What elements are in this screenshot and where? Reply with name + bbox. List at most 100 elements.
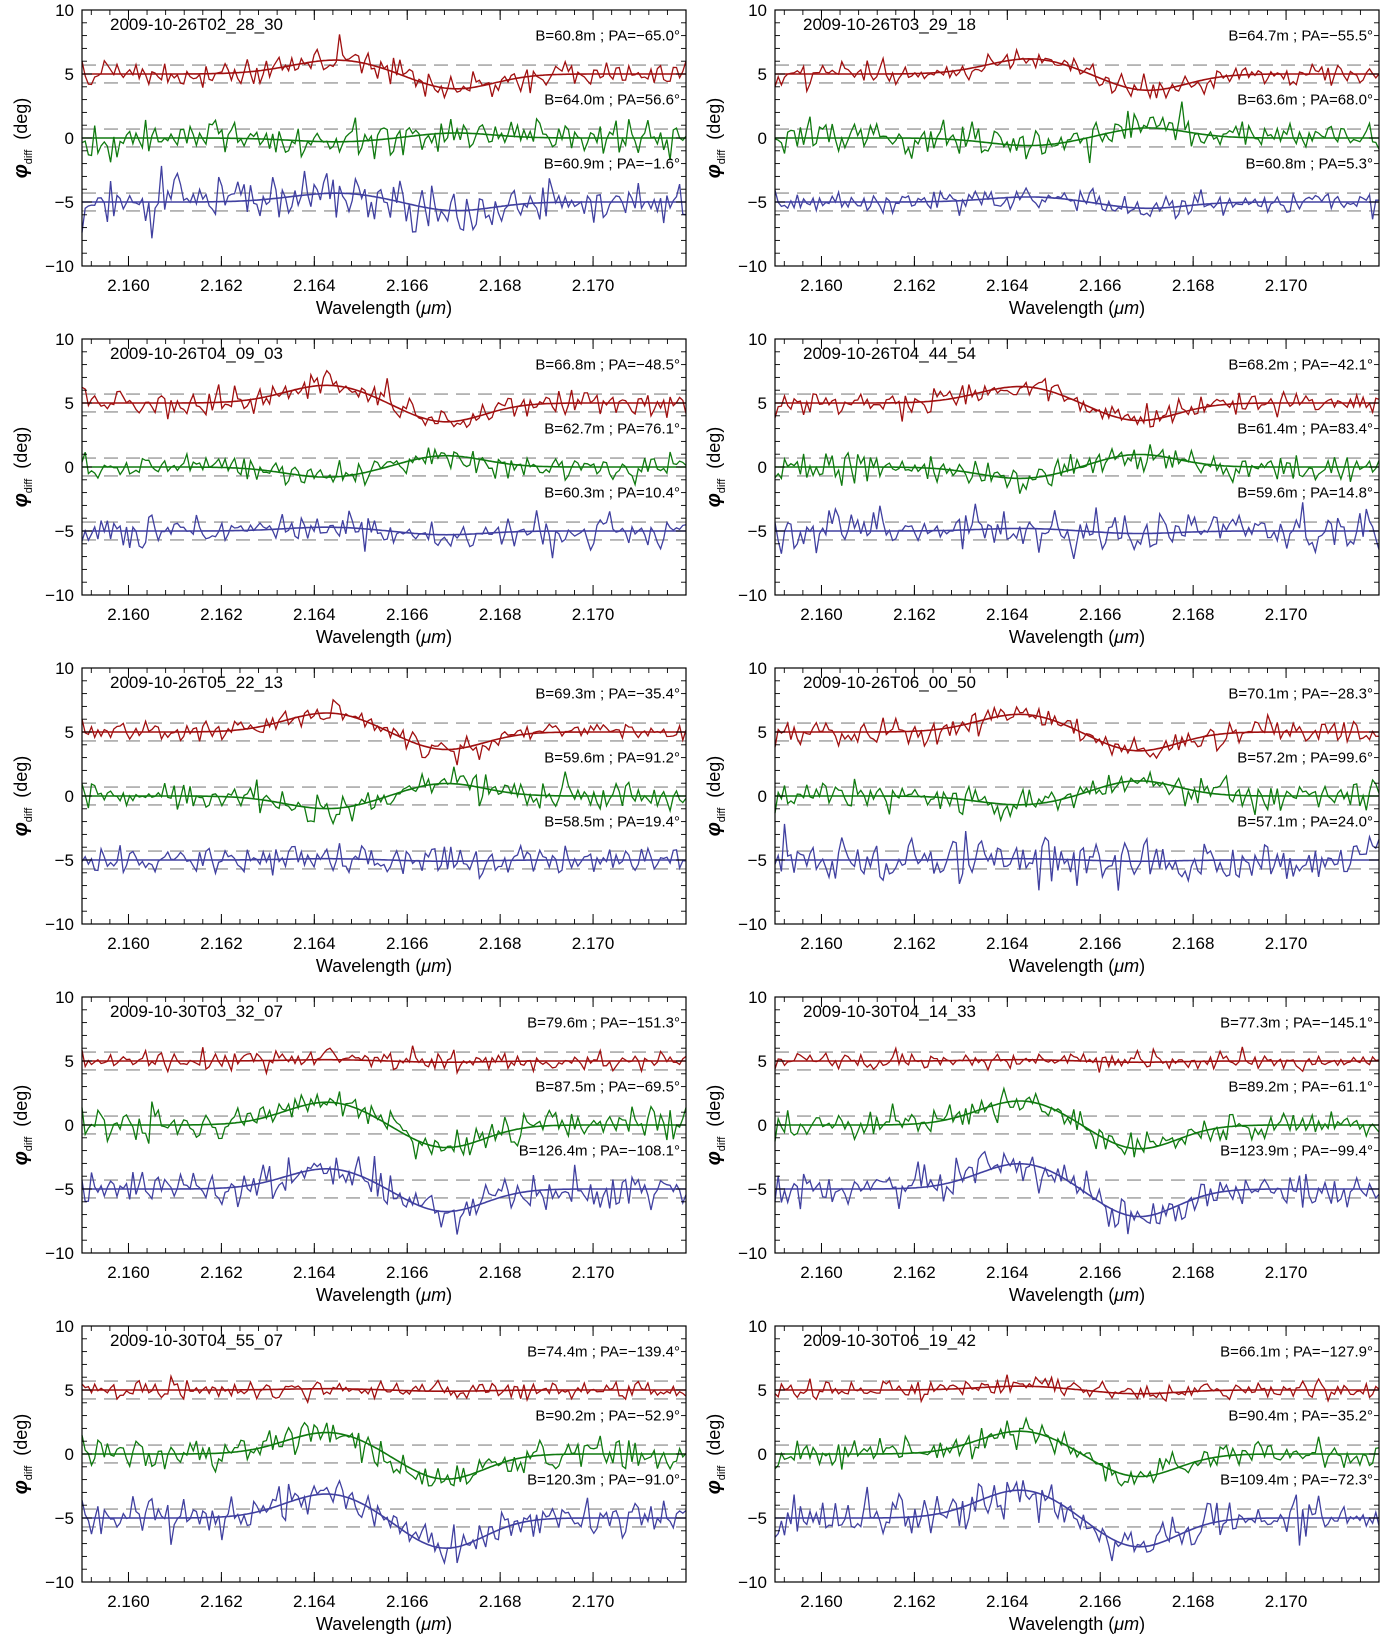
- series-line-blue: [774, 823, 1380, 891]
- y-tick-label: 5: [758, 1381, 767, 1400]
- x-tick-label: 2.166: [386, 934, 429, 953]
- fit-line-green: [775, 453, 1379, 480]
- series-line-red: [81, 369, 687, 429]
- y-axis-label-symbol: φ: [703, 493, 725, 507]
- fit-line-blue: [775, 1489, 1379, 1548]
- baseline-label: B=66.8m ; PA=−48.5°: [535, 357, 680, 374]
- y-axis-label-subscript: diff: [23, 807, 35, 822]
- y-tick-label: 0: [65, 458, 74, 477]
- x-tick-label: 2.170: [572, 605, 615, 624]
- x-tick-label: 2.170: [1265, 1263, 1308, 1282]
- series-line-green: [81, 447, 687, 487]
- x-tick-label: 2.164: [986, 1592, 1029, 1611]
- y-tick-label: 5: [65, 723, 74, 742]
- series-line-red: [774, 1374, 1380, 1404]
- x-tick-label: 2.168: [479, 1592, 522, 1611]
- x-tick-label: 2.164: [986, 276, 1029, 295]
- y-tick-label: 10: [748, 330, 767, 349]
- panel-6: 2.160 2.162 2.164 2.166 2.168 2.170 −10 −5 0 5 10 2…: [703, 659, 1380, 976]
- baseline-label: B=79.6m ; PA=−151.3°: [527, 1015, 680, 1032]
- panel-9: 2.160 2.162 2.164 2.166 2.168 2.170 −10 −5 0 5 10 2…: [10, 1317, 687, 1634]
- baseline-label: B=59.6m ; PA=91.2°: [544, 750, 680, 767]
- y-axis-label-unit: (deg): [11, 98, 31, 140]
- y-tick-label: 5: [65, 65, 74, 84]
- panel-title: 2009-10-30T06_19_42: [803, 1331, 976, 1350]
- panel-title: 2009-10-30T04_55_07: [110, 1331, 283, 1350]
- x-axis-label: Wavelength (μm): [316, 627, 452, 647]
- baseline-label: B=60.8m ; PA=5.3°: [1246, 156, 1373, 173]
- fit-line-green: [82, 1101, 686, 1149]
- x-tick-label: 2.160: [107, 934, 150, 953]
- x-axis-label-suffix: ): [446, 1285, 452, 1305]
- y-axis-label-subscript: diff: [716, 149, 728, 164]
- x-tick-label: 2.168: [479, 1263, 522, 1282]
- x-tick-label: 2.168: [1172, 276, 1215, 295]
- baseline-label: B=64.7m ; PA=−55.5°: [1228, 28, 1373, 45]
- y-axis-label-subscript: diff: [716, 1465, 728, 1480]
- y-axis-label-subscript: diff: [716, 1136, 728, 1151]
- x-axis-label-unit: μm: [420, 1614, 446, 1634]
- baseline-label: B=89.2m ; PA=−61.1°: [1228, 1079, 1373, 1096]
- y-tick-label: 5: [758, 394, 767, 413]
- fit-line-red: [82, 1387, 686, 1393]
- series-line-red: [81, 1045, 687, 1076]
- y-axis-label-symbol: φ: [703, 1151, 725, 1165]
- fit-line-green: [775, 780, 1379, 806]
- x-tick-label: 2.170: [572, 1263, 615, 1282]
- fit-line-blue: [82, 1493, 686, 1550]
- x-axis-label-unit: μm: [420, 298, 446, 318]
- baseline-label: B=120.3m ; PA=−91.0°: [527, 1472, 680, 1489]
- y-tick-label: −5: [748, 193, 767, 212]
- y-axis-label-symbol: φ: [10, 164, 32, 178]
- y-tick-label: 0: [758, 129, 767, 148]
- y-axis-label-subscript: diff: [716, 807, 728, 822]
- series-line-blue: [774, 1150, 1380, 1235]
- x-axis-label-suffix: ): [446, 1614, 452, 1634]
- y-tick-label: 5: [758, 723, 767, 742]
- x-tick-label: 2.162: [893, 934, 936, 953]
- panel-title: 2009-10-30T04_14_33: [803, 1002, 976, 1021]
- y-tick-label: 10: [748, 988, 767, 1007]
- fit-line-green: [82, 1431, 686, 1480]
- series-line-red: [81, 698, 687, 766]
- y-axis-label: φdiff (deg): [10, 1414, 35, 1495]
- fit-line-blue: [775, 857, 1379, 863]
- x-axis-label-suffix: ): [1139, 627, 1145, 647]
- y-tick-label: −5: [55, 193, 74, 212]
- x-axis-label-suffix: ): [1139, 956, 1145, 976]
- x-axis-label-unit: μm: [1113, 1614, 1139, 1634]
- x-tick-label: 2.160: [800, 1592, 843, 1611]
- y-axis-label-unit: (deg): [11, 427, 31, 469]
- series-line-blue: [81, 843, 686, 881]
- fit-line-blue: [775, 527, 1379, 535]
- x-tick-label: 2.164: [986, 605, 1029, 624]
- x-tick-label: 2.160: [800, 934, 843, 953]
- x-tick-label: 2.162: [893, 605, 936, 624]
- y-tick-label: −10: [738, 586, 767, 605]
- y-tick-label: −5: [55, 522, 74, 541]
- y-axis-label-unit: (deg): [11, 1414, 31, 1456]
- baseline-label: B=126.4m ; PA=−108.1°: [519, 1143, 680, 1160]
- x-tick-label: 2.166: [1079, 1592, 1122, 1611]
- x-tick-label: 2.170: [572, 934, 615, 953]
- fit-line-blue: [775, 196, 1379, 210]
- x-tick-label: 2.168: [1172, 1592, 1215, 1611]
- x-tick-label: 2.166: [386, 1263, 429, 1282]
- series-line-red: [774, 705, 1380, 760]
- x-axis-label-prefix: Wavelength (: [1009, 627, 1114, 647]
- y-axis-label-symbol: φ: [703, 164, 725, 178]
- baseline-label: B=74.4m ; PA=−139.4°: [527, 1344, 680, 1361]
- x-tick-label: 2.162: [200, 1592, 243, 1611]
- series-line-blue: [81, 1155, 687, 1235]
- y-axis-label-unit: (deg): [704, 427, 724, 469]
- y-tick-label: −10: [738, 1244, 767, 1263]
- x-axis-label-unit: μm: [1113, 627, 1139, 647]
- y-tick-label: −5: [748, 1509, 767, 1528]
- fit-line-red: [82, 712, 686, 751]
- series-line-green: [774, 1416, 1380, 1487]
- y-axis-label-symbol: φ: [10, 1151, 32, 1165]
- y-tick-label: 0: [65, 129, 74, 148]
- baseline-label: B=109.4m ; PA=−72.3°: [1220, 1472, 1373, 1489]
- baseline-label: B=61.4m ; PA=83.4°: [1237, 421, 1373, 438]
- x-axis-label: Wavelength (μm): [1009, 298, 1145, 318]
